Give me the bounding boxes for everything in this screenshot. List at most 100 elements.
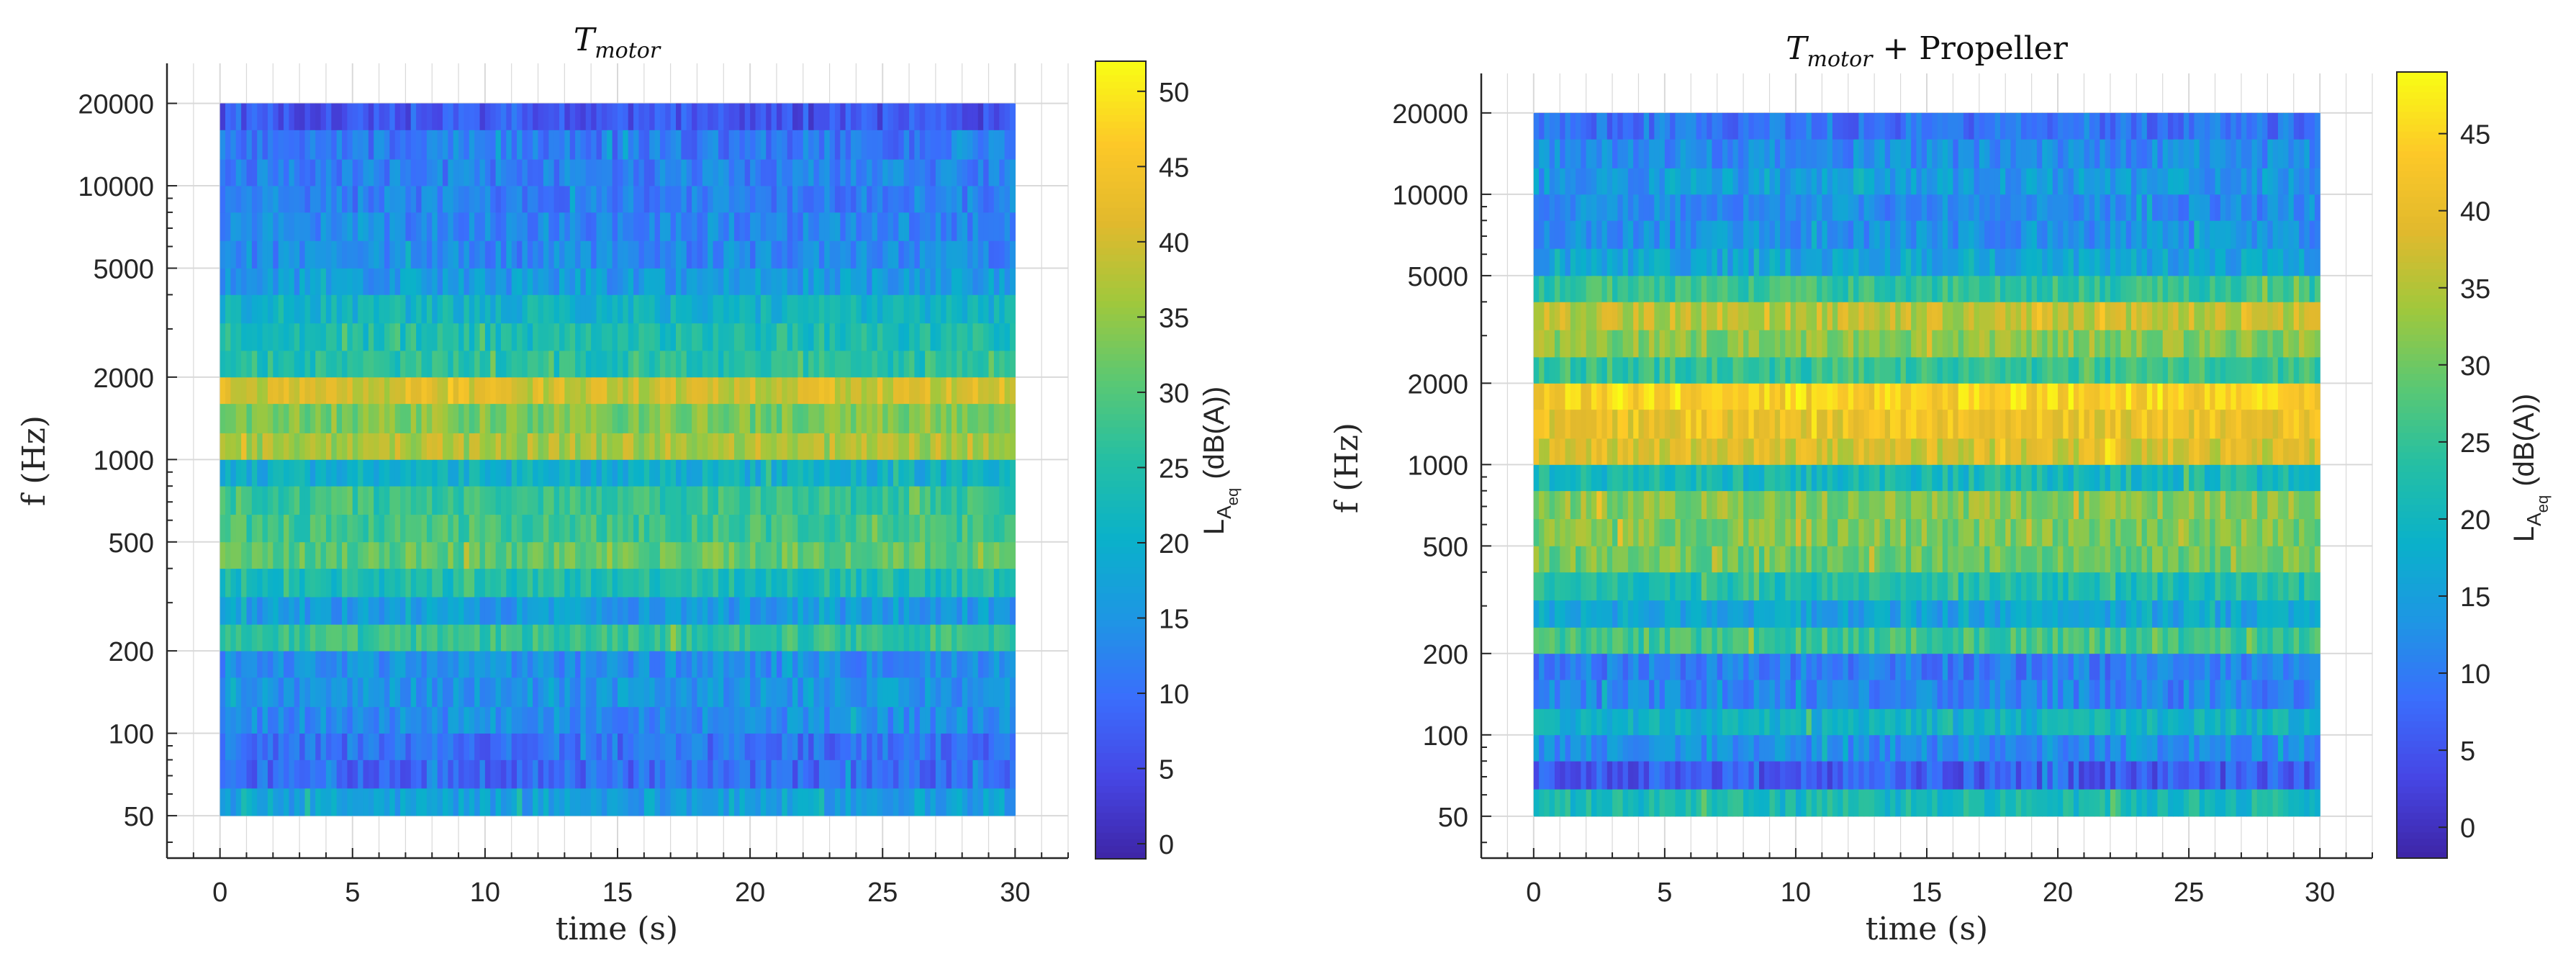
heatmap-cell	[273, 103, 279, 130]
heatmap-cell	[2105, 680, 2111, 709]
heatmap-cell	[2251, 761, 2258, 790]
heatmap-cell	[304, 651, 311, 678]
heatmap-cell	[1722, 708, 1728, 736]
heatmap-cell	[374, 376, 380, 405]
heatmap-cell	[813, 624, 820, 651]
heatmap-cell	[877, 597, 883, 625]
heatmap-cell	[432, 240, 438, 269]
heatmap-cell	[358, 323, 364, 351]
heatmap-cell	[484, 486, 491, 515]
heatmap-cell	[495, 651, 502, 678]
heatmap-cell	[1953, 789, 1959, 817]
heatmap-cell	[2162, 789, 2169, 817]
heatmap-cell	[495, 433, 502, 460]
heatmap-cell	[803, 541, 809, 569]
heatmap-cell	[903, 268, 910, 295]
heatmap-cell	[1748, 761, 1755, 790]
heatmap-cell	[914, 568, 921, 598]
heatmap-cell	[230, 186, 237, 213]
heatmap-cell	[813, 323, 820, 351]
heatmap-cell	[246, 103, 253, 130]
heatmap-cell	[1581, 708, 1587, 736]
heatmap-cell	[374, 294, 380, 324]
heatmap-cell	[601, 294, 607, 324]
heatmap-cell	[284, 351, 289, 378]
heatmap-cell	[469, 268, 475, 295]
heatmap-cell	[665, 486, 672, 515]
heatmap-cell	[352, 323, 358, 351]
heatmap-cell	[988, 541, 995, 569]
heatmap-cell	[347, 240, 353, 269]
colorbar-tick-label: 30	[1159, 379, 1189, 409]
heatmap-cell	[564, 376, 571, 405]
heatmap-cell	[872, 459, 878, 487]
heatmap-cell	[1827, 680, 1833, 709]
heatmap-cell	[708, 240, 714, 269]
heatmap-cell	[379, 459, 385, 487]
heatmap-cell	[484, 759, 491, 789]
heatmap-cell	[967, 459, 974, 487]
heatmap-cell	[432, 651, 438, 678]
heatmap-cell	[818, 486, 825, 515]
heatmap-cell	[246, 240, 253, 269]
heatmap-cell	[289, 433, 295, 460]
heatmap-cell	[930, 788, 936, 816]
heatmap-cell	[331, 759, 338, 789]
heatmap-cell	[1581, 680, 1587, 709]
heatmap-cell	[564, 212, 571, 241]
heatmap-cell	[824, 541, 831, 569]
heatmap-cell	[585, 459, 592, 487]
heatmap-cell	[882, 186, 889, 213]
heatmap-cell	[2157, 680, 2164, 709]
heatmap-cell	[246, 351, 253, 378]
heatmap-cell	[946, 514, 952, 543]
heatmap-cell	[320, 323, 327, 351]
heatmap-cell	[808, 459, 815, 487]
heatmap-cell	[623, 130, 629, 160]
heatmap-cell	[289, 651, 295, 678]
heatmap-cell	[384, 159, 390, 186]
heatmap-cell	[946, 159, 952, 186]
heatmap-cell	[882, 568, 889, 598]
heatmap-cell	[2110, 680, 2116, 709]
heatmap-cell	[867, 130, 873, 160]
heatmap-cell	[898, 186, 905, 213]
heatmap-cell	[569, 351, 576, 378]
heatmap-cell	[500, 159, 507, 186]
heatmap-cell	[246, 677, 253, 708]
heatmap-cell	[325, 433, 332, 460]
heatmap-cell	[877, 240, 883, 269]
heatmap-cell	[951, 677, 957, 708]
heatmap-cell	[840, 677, 846, 708]
heatmap-cell	[697, 294, 703, 324]
heatmap-cell	[315, 788, 322, 816]
heatmap-cell	[708, 624, 714, 651]
heatmap-cell	[368, 376, 374, 405]
heatmap-cell	[225, 597, 231, 625]
heatmap-cell	[2084, 708, 2090, 736]
heatmap-cell	[522, 541, 528, 569]
heatmap-cell	[325, 103, 332, 130]
heatmap-cell	[760, 514, 767, 543]
heatmap-cell	[670, 459, 677, 487]
heatmap-cell	[681, 240, 687, 269]
colorbar-swatch	[1095, 486, 1146, 494]
heatmap-cell	[1921, 734, 1928, 762]
heatmap-cell	[347, 759, 353, 789]
heatmap-cell	[511, 403, 518, 433]
heatmap-cell	[766, 651, 772, 678]
heatmap-cell	[744, 597, 751, 625]
heatmap-cell	[1717, 789, 1723, 817]
heatmap-cell	[792, 597, 798, 625]
heatmap-cell	[670, 514, 677, 543]
heatmap-cell	[692, 186, 698, 213]
heatmap-cell	[633, 323, 640, 351]
heatmap-cell	[787, 788, 793, 816]
heatmap-cell	[517, 597, 523, 625]
heatmap-cell	[925, 514, 931, 543]
heatmap-cell	[309, 212, 316, 241]
heatmap-cell	[892, 268, 899, 295]
heatmap-cell	[352, 294, 358, 324]
heatmap-cell	[903, 294, 910, 324]
heatmap-cell	[448, 433, 454, 460]
